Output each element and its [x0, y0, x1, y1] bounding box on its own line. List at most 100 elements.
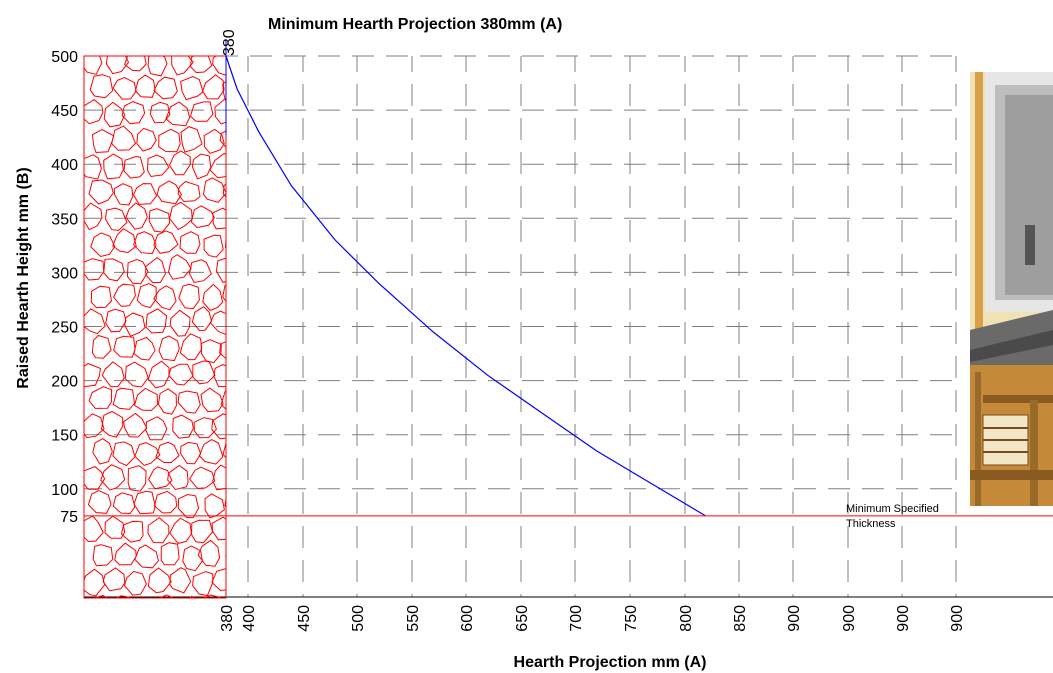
- x-axis-label: Hearth Projection mm (A): [514, 654, 707, 671]
- stone-shape: [146, 154, 170, 178]
- chart-title: Minimum Hearth Projection 380mm (A): [268, 16, 562, 33]
- stone-shape: [126, 258, 149, 285]
- stone-shape: [105, 56, 130, 75]
- series-line-0: [225, 55, 706, 517]
- stone-shape: [121, 101, 146, 125]
- stone-shape: [202, 177, 226, 203]
- stone-shape: [113, 283, 136, 307]
- stone-shape: [84, 568, 106, 597]
- stone-shape: [104, 207, 128, 231]
- stone-shape: [169, 517, 192, 544]
- stone-shape: [212, 56, 226, 76]
- stone-shape: [168, 363, 194, 386]
- stone-shape: [113, 335, 136, 358]
- stone-shape: [100, 410, 124, 438]
- stone-shape: [113, 183, 134, 206]
- stone-shape: [103, 258, 125, 282]
- stone-shape: [124, 312, 146, 337]
- stone-shape: [153, 490, 178, 514]
- stone-shape: [87, 489, 112, 514]
- stone-shape: [222, 183, 226, 198]
- stone-shape: [124, 361, 149, 388]
- fireplace-illustration: [970, 72, 1053, 506]
- stone-shape: [112, 441, 136, 467]
- stone-shape: [103, 153, 124, 180]
- stone-shape: [179, 333, 203, 361]
- stone-shape: [111, 125, 137, 151]
- stone-shape: [141, 597, 143, 598]
- stone-shape: [90, 232, 116, 258]
- grid-lines: [84, 55, 1053, 598]
- stone-shape: [179, 231, 201, 254]
- stone-shape: [100, 464, 126, 491]
- stone-shape: [202, 283, 224, 312]
- stone-shape: [177, 493, 200, 519]
- stone-shape: [84, 363, 101, 388]
- stone-shape: [188, 466, 216, 489]
- stone-shape: [222, 441, 226, 459]
- stone-shape: [145, 416, 168, 441]
- stone-shape: [123, 570, 147, 596]
- stone-shape: [112, 387, 136, 410]
- masonry-wall-outline: [83, 55, 227, 599]
- stone-shape: [191, 519, 214, 544]
- stone-shape: [114, 542, 137, 566]
- stone-shape: [112, 228, 137, 254]
- stone-shape: [224, 496, 226, 509]
- annotation-line-1: Minimum Specified: [846, 503, 939, 515]
- x-tick-label: 900: [841, 605, 858, 632]
- y-tick-label: 450: [51, 103, 78, 120]
- stone-shape: [104, 515, 126, 539]
- stone-shape: [188, 259, 213, 284]
- stone-shape: [177, 390, 201, 414]
- stone-shape: [178, 283, 200, 310]
- stone-shape: [180, 75, 204, 101]
- stone-shape: [198, 439, 224, 465]
- x-tick-label: 900: [786, 605, 803, 632]
- x-tick-label: 400: [241, 605, 258, 632]
- stone-shape: [197, 539, 221, 567]
- stone-shape: [114, 595, 131, 598]
- y-tick-label: 300: [51, 265, 78, 282]
- stone-shape: [214, 98, 226, 125]
- stone-shape: [84, 515, 104, 543]
- stone-shape: [169, 309, 191, 337]
- stone-shape: [224, 238, 226, 250]
- y-tick-label: 75: [60, 509, 78, 526]
- stone-shape: [182, 545, 203, 572]
- stone-shape: [172, 414, 194, 439]
- y-tick-label: 250: [51, 320, 78, 337]
- stone-shape: [84, 154, 102, 180]
- stone-shape: [188, 595, 196, 598]
- stone-shape: [92, 544, 114, 567]
- stone-shape: [167, 254, 192, 280]
- stone-shape: [145, 308, 168, 334]
- y-tick-label: 200: [51, 374, 78, 391]
- stone-shape: [136, 282, 157, 309]
- x-tick-label: 500: [350, 605, 367, 632]
- stone-shape: [122, 412, 148, 438]
- stone-shape: [209, 152, 226, 179]
- y-tick-label: 100: [51, 482, 78, 499]
- stone-shape: [167, 464, 189, 491]
- stone-shape: [222, 80, 226, 101]
- stone-shape: [84, 258, 105, 281]
- stone-shape: [105, 308, 127, 333]
- stone-shape: [211, 516, 226, 541]
- annotation-line-2: Thickness: [846, 518, 896, 530]
- stone-shape: [92, 438, 113, 465]
- x-tick-label: 600: [459, 605, 476, 632]
- stone-shape: [133, 336, 156, 361]
- stone-shape: [158, 128, 181, 153]
- stone-shape: [157, 388, 177, 415]
- stone-shape: [102, 567, 126, 592]
- stone-shape: [169, 150, 191, 176]
- stone-shape: [134, 74, 156, 98]
- stone-shape: [147, 517, 170, 544]
- stone-shape: [220, 390, 226, 411]
- stone-shape: [160, 542, 180, 566]
- stone-shape: [147, 360, 170, 389]
- x-tick-label: 450: [296, 605, 313, 632]
- stone-shape: [169, 201, 193, 231]
